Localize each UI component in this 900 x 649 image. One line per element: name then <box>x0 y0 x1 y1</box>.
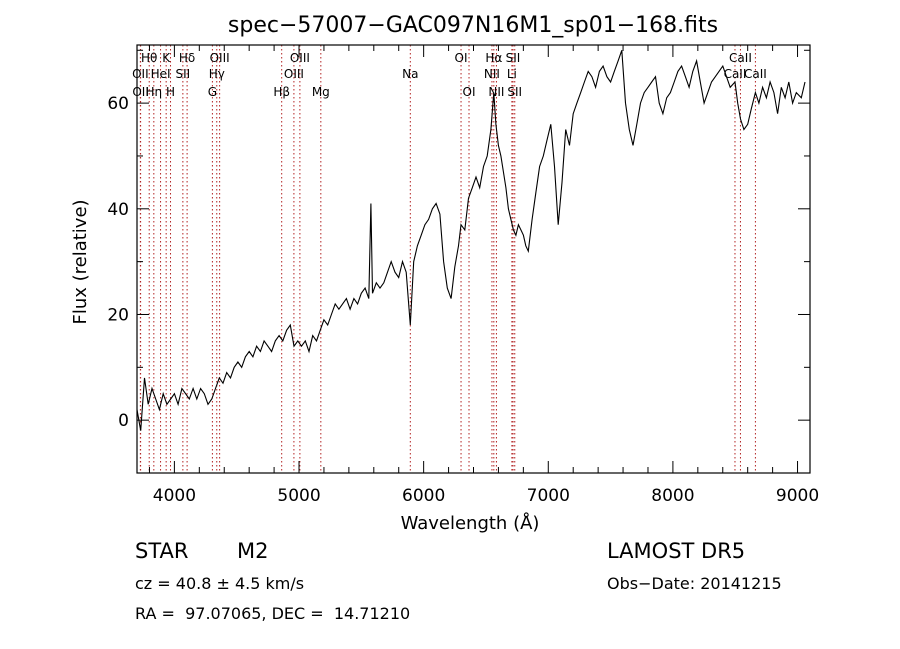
axis-ticks: 4000 5000 6000 7000 8000 9000 0 20 40 60 <box>107 45 819 506</box>
line-label: SII <box>507 85 522 99</box>
line-label: OI <box>455 51 468 65</box>
line-label: NII <box>484 67 500 81</box>
x-tick-label: 4000 <box>153 486 196 506</box>
emission-line-markers <box>139 45 756 473</box>
y-axis-label: Flux (relative) <box>70 199 91 324</box>
x-tick-label: 8000 <box>651 486 694 506</box>
x-tick-label: 5000 <box>277 486 320 506</box>
line-label: SII <box>506 51 521 65</box>
line-label: OII <box>132 85 149 99</box>
line-label: Mg <box>312 85 330 99</box>
y-tick-label: 40 <box>107 200 129 220</box>
line-label: CaII <box>729 51 752 65</box>
line-label: OII <box>132 67 149 81</box>
line-label: OIII <box>284 67 304 81</box>
x-tick-label: 6000 <box>402 486 445 506</box>
spectrum-line <box>136 50 806 431</box>
line-label: Na <box>402 67 418 81</box>
survey-name: LAMOST DR5 <box>607 539 746 563</box>
line-label: Hβ <box>273 85 290 99</box>
y-tick-label: 20 <box>107 305 129 325</box>
line-label: G <box>208 85 217 99</box>
line-label: Hα <box>485 51 502 65</box>
line-labels: Hθ OII OII K HeI Hη H Hδ SII OIII Hγ G OIII OIII Hβ Mg N… <box>132 51 767 99</box>
x-axis-label: Wavelength (Å) <box>401 512 540 534</box>
line-label: Hη <box>146 85 163 99</box>
observation-date: Obs−Date: 20141215 <box>607 574 782 593</box>
line-label: OIII <box>210 51 230 65</box>
x-tick-label: 7000 <box>527 486 570 506</box>
line-label: OIII <box>290 51 310 65</box>
line-label: CaII <box>724 67 747 81</box>
object-class: STAR <box>135 539 189 563</box>
line-label: NII <box>488 85 504 99</box>
coordinates: RA = 97.07065, DEC = 14.71210 <box>135 604 411 623</box>
line-label: Hθ <box>141 51 157 65</box>
object-subclass: M2 <box>237 539 269 563</box>
chart-title: spec−57007−GAC097N16M1_sp01−168.fits <box>228 13 718 38</box>
y-tick-label: 0 <box>118 411 129 431</box>
line-label: H <box>166 85 175 99</box>
line-label: HeI <box>151 67 171 81</box>
plot-frame <box>136 44 811 474</box>
line-label: Hδ <box>179 51 195 65</box>
line-label: SII <box>176 67 191 81</box>
line-label: Hγ <box>209 67 225 81</box>
y-tick-label: 60 <box>107 94 129 114</box>
x-tick-label: 9000 <box>776 486 819 506</box>
spectrum-series <box>136 50 806 431</box>
line-label: CaII <box>744 67 767 81</box>
line-label: K <box>162 51 171 65</box>
line-label: Li <box>507 67 517 81</box>
redshift-velocity: cz = 40.8 ± 4.5 km/s <box>135 574 305 593</box>
line-label: OI <box>463 85 476 99</box>
